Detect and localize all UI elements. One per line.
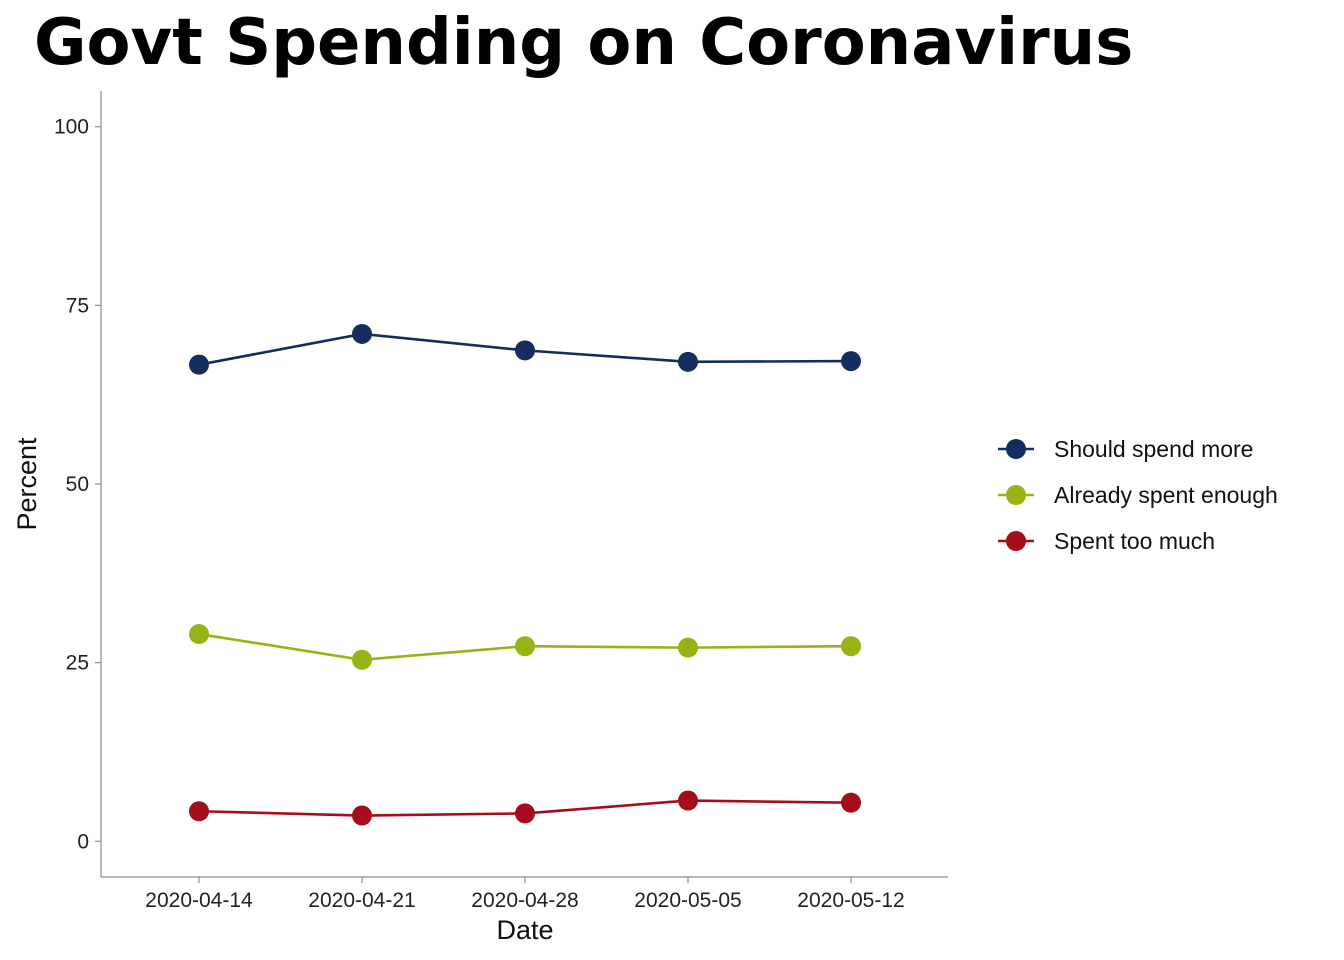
data-point <box>678 351 698 372</box>
y-axis-ticks: 0 25 50 75 100 <box>54 116 101 853</box>
legend-label: Should spend more <box>1054 436 1253 462</box>
data-point <box>678 637 698 658</box>
legend-label: Already spent enough <box>1054 482 1278 508</box>
x-tick-label: 2020-04-28 <box>471 889 578 912</box>
data-point <box>515 636 535 657</box>
y-tick-label: 75 <box>66 294 89 317</box>
data-point <box>841 636 861 657</box>
x-tick-label: 2020-04-21 <box>308 889 415 912</box>
y-tick-label: 50 <box>66 473 89 496</box>
series-layer <box>189 323 861 826</box>
legend-marker <box>1006 485 1026 505</box>
data-point <box>841 792 861 813</box>
legend-marker <box>1006 531 1026 551</box>
data-point <box>352 805 372 826</box>
y-axis-label: Percent <box>12 437 42 531</box>
series-1 <box>189 624 861 670</box>
legend-item: Should spend more <box>998 436 1253 462</box>
legend: Should spend more Already spent enough Spe… <box>998 436 1278 554</box>
x-tick-label: 2020-05-12 <box>797 889 904 912</box>
x-tick-label: 2020-05-05 <box>634 889 741 912</box>
x-axis-ticks: 2020-04-14 2020-04-21 2020-04-28 2020-05-05… <box>145 877 905 912</box>
y-tick-label: 0 <box>77 830 89 853</box>
data-point <box>515 803 535 824</box>
series-2 <box>189 790 861 826</box>
y-tick-label: 100 <box>54 116 89 139</box>
x-tick-label: 2020-04-14 <box>145 889 253 912</box>
data-point <box>189 624 209 645</box>
data-point <box>189 354 209 375</box>
legend-item: Spent too much <box>998 528 1215 554</box>
data-point <box>515 340 535 361</box>
data-point <box>841 351 861 372</box>
y-tick-label: 25 <box>66 652 89 675</box>
data-point <box>678 790 698 811</box>
legend-label: Spent too much <box>1054 528 1215 554</box>
x-axis-label: Date <box>496 915 553 945</box>
data-point <box>352 649 372 670</box>
legend-item: Already spent enough <box>998 482 1278 508</box>
legend-marker <box>1006 439 1026 459</box>
data-point <box>189 801 209 822</box>
series-0 <box>189 323 861 375</box>
chart-title: Govt Spending on Coronavirus <box>34 6 1133 80</box>
data-point <box>352 323 372 344</box>
